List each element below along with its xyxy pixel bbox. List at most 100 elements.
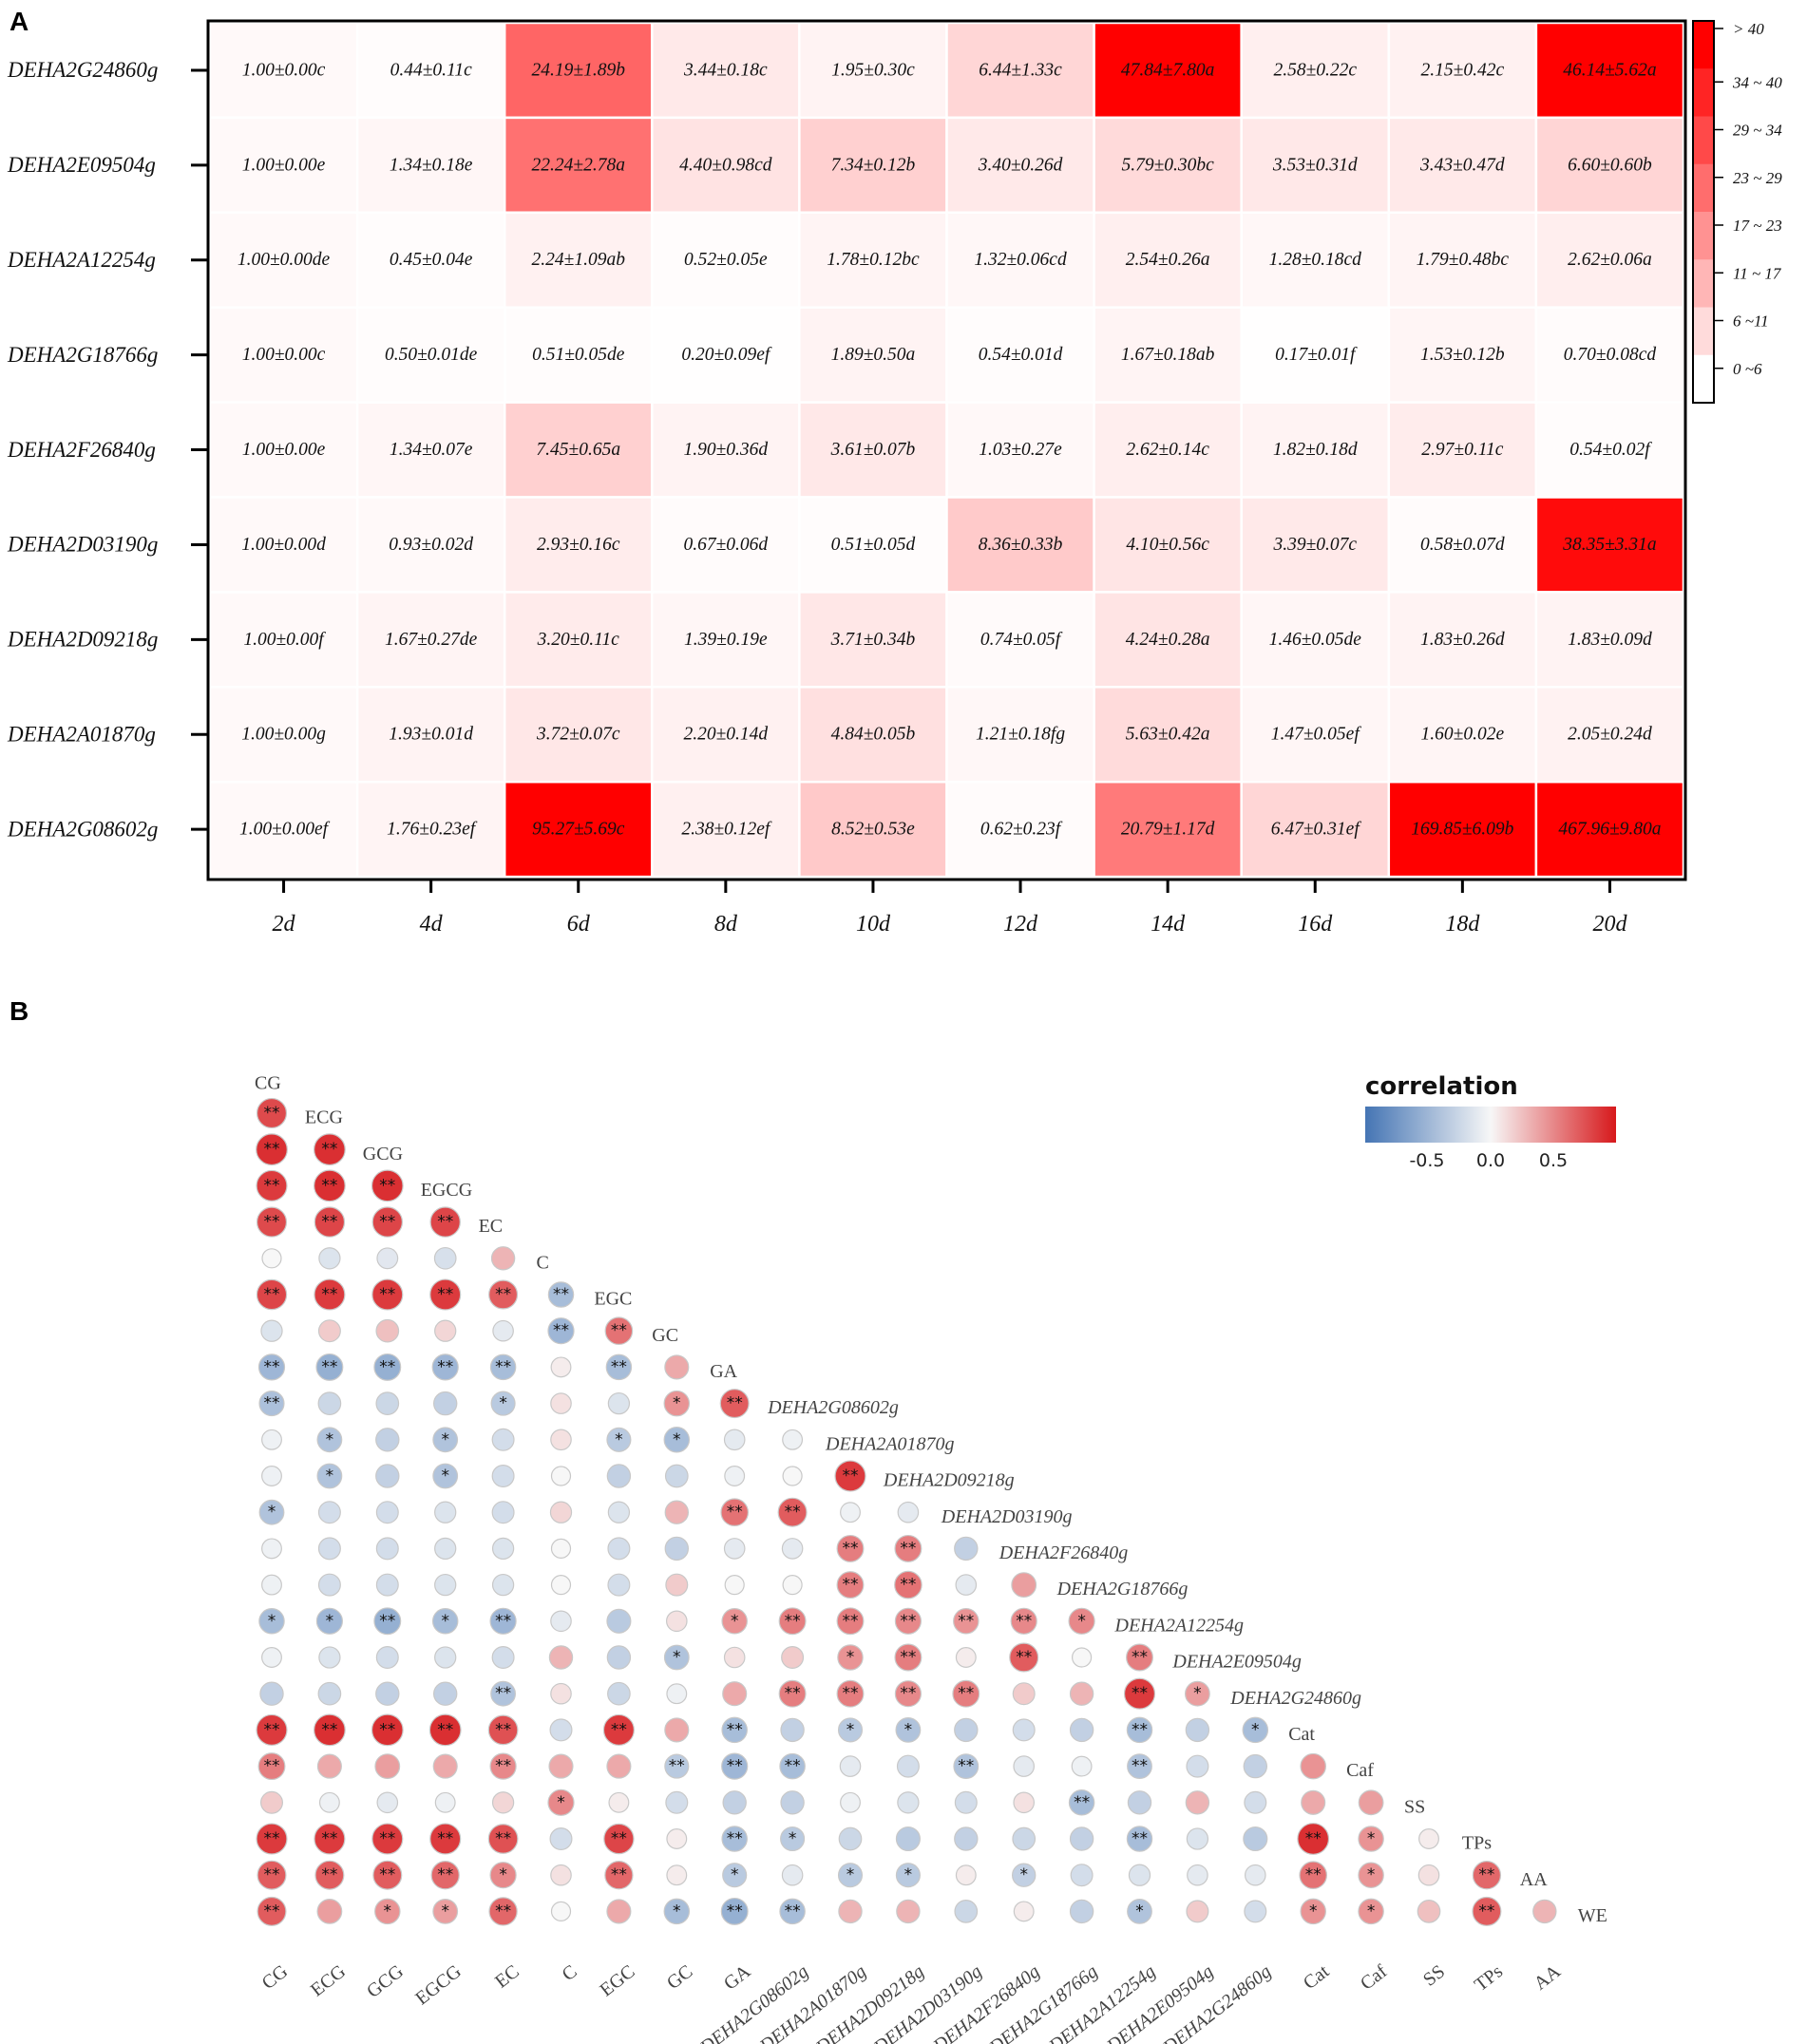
correlation-legend: correlation -0.5 0.0 0.5 xyxy=(1365,1072,1616,1171)
correlation-circle xyxy=(663,1898,691,1925)
correlation-circle xyxy=(314,1206,346,1238)
correlation-circle xyxy=(782,1574,803,1596)
correlation-circle xyxy=(665,1790,689,1814)
cell-label: 7.45±0.65a xyxy=(536,440,620,460)
legend-swatch xyxy=(1693,212,1714,260)
correlation-circle xyxy=(1013,1901,1035,1922)
correlation-circle xyxy=(953,1753,980,1779)
significance-mark: ** xyxy=(900,1576,916,1595)
correlation-circle xyxy=(607,1573,631,1597)
correlation-circle xyxy=(666,1864,688,1886)
heatmap-cell xyxy=(945,686,1095,784)
correlation-circle xyxy=(375,1391,400,1415)
correlation-circle xyxy=(371,1823,404,1855)
cell-label: 2.58±0.22c xyxy=(1273,60,1357,80)
correlation-circle xyxy=(434,1791,456,1813)
heatmap-legend: > 40 34 ~ 40 29 ~ 34 23 ~ 29 17 ~ 23 11 ~ 17 6… xyxy=(1692,20,1782,404)
cell-label: 0.74±0.05f xyxy=(980,630,1063,650)
significance-mark: * xyxy=(384,1902,392,1921)
heatmap-cell xyxy=(1093,686,1243,784)
correlation-circle xyxy=(260,1319,283,1342)
correlation-circle xyxy=(1069,1899,1094,1924)
cell-label: 6.47±0.31ef xyxy=(1271,820,1362,840)
significance-mark: * xyxy=(1077,1612,1086,1631)
heatmap-cell xyxy=(1534,401,1685,499)
significance-mark: ** xyxy=(495,1684,511,1703)
significance-mark: * xyxy=(326,1612,334,1631)
correlation-circle xyxy=(550,1392,572,1414)
heatmap-cell xyxy=(651,780,801,879)
significance-mark: * xyxy=(904,1865,913,1884)
correlation-circle xyxy=(491,1573,515,1597)
correlation-circle xyxy=(607,1391,631,1415)
correlation-circle xyxy=(721,1752,749,1780)
significance-mark: ** xyxy=(264,1394,280,1413)
correlation-circle xyxy=(376,1791,399,1814)
correlation-circle xyxy=(434,1573,457,1597)
cell-label: 1.00±0.00d xyxy=(241,535,326,555)
heatmap-cell xyxy=(1240,21,1391,120)
correlation-circle xyxy=(1126,1643,1153,1672)
correlation-circle xyxy=(837,1863,864,1888)
correlation-circle xyxy=(487,1824,519,1854)
significance-mark: ** xyxy=(379,1865,395,1884)
cell-label: 1.89±0.50a xyxy=(831,345,916,365)
correlation-circle xyxy=(722,1681,748,1707)
significance-mark: ** xyxy=(264,1357,280,1376)
heatmap-cell xyxy=(1387,306,1538,404)
correlation-circle xyxy=(836,1607,865,1636)
cell-label: 0.51±0.05de xyxy=(532,345,625,365)
correlation-circle xyxy=(777,1497,808,1527)
diagonal-label: ECG xyxy=(305,1107,343,1128)
column-label: 8d xyxy=(714,912,738,937)
heatmap-cell xyxy=(208,591,359,689)
correlation-circle xyxy=(256,1206,288,1238)
correlation-circle xyxy=(1070,1864,1094,1887)
correlation-circle xyxy=(433,1391,458,1416)
correlation-circle xyxy=(375,1464,400,1488)
significance-mark: ** xyxy=(437,1720,453,1739)
correlation-circle xyxy=(1358,1898,1384,1925)
correlation-circle xyxy=(317,1573,341,1597)
significance-mark: * xyxy=(731,1865,739,1884)
correlation-circle xyxy=(550,1574,572,1596)
correlation-circle xyxy=(836,1534,865,1562)
heatmap-cell xyxy=(1387,686,1538,784)
significance-mark: ** xyxy=(264,1720,280,1739)
significance-mark: * xyxy=(1193,1684,1202,1703)
correlation-circle xyxy=(432,1898,459,1924)
correlation-circle xyxy=(1244,1790,1267,1814)
correlation-circle xyxy=(371,1169,404,1202)
correlation-circle xyxy=(952,1679,980,1708)
heatmap-cell xyxy=(651,496,801,594)
correlation-circle xyxy=(428,1713,462,1747)
diagonal-label: GA xyxy=(710,1361,737,1382)
significance-mark: ** xyxy=(1478,1865,1494,1884)
cell-label: 3.39±0.07c xyxy=(1272,535,1357,555)
cell-label: 20.79±1.17d xyxy=(1121,820,1215,840)
significance-mark: * xyxy=(673,1902,681,1921)
correlation-circle xyxy=(1126,1716,1153,1744)
bottom-axis-label: GA xyxy=(720,1960,755,1994)
significance-mark: ** xyxy=(379,1285,395,1304)
correlation-circle xyxy=(373,1353,402,1381)
significance-mark: ** xyxy=(900,1684,916,1703)
correlation-circle xyxy=(371,1278,404,1311)
heatmap-cell xyxy=(945,496,1095,594)
correlation-circle xyxy=(665,1610,688,1633)
correlation-circle xyxy=(257,1353,286,1381)
significance-mark: ** xyxy=(264,1213,280,1232)
correlation-circle xyxy=(257,1860,287,1890)
significance-mark: * xyxy=(673,1430,681,1449)
significance-mark: * xyxy=(1019,1865,1028,1884)
correlation-circle xyxy=(1358,1789,1384,1816)
correlation-circle xyxy=(836,1679,865,1708)
diagonal-label: SS xyxy=(1404,1796,1425,1817)
cell-label: 3.20±0.11c xyxy=(537,630,620,650)
bottom-axis-label: ECG xyxy=(307,1961,350,2001)
cell-label: 1.95±0.30c xyxy=(831,60,915,80)
correlation-circle xyxy=(606,1899,632,1924)
correlation-circle xyxy=(1069,1681,1094,1706)
legend-swatch xyxy=(1693,21,1714,69)
